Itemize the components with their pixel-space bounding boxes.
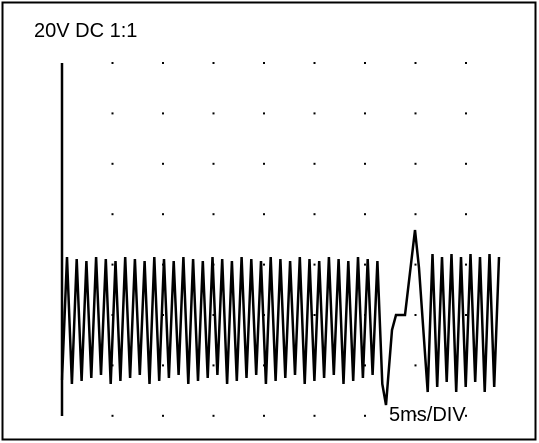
grid-dot	[414, 364, 417, 367]
grid-dot	[263, 414, 265, 417]
range-label: 20V DC 1:1	[34, 20, 137, 42]
grid-dot	[364, 62, 366, 64]
grid-dot	[162, 112, 164, 115]
grid-dot	[465, 112, 467, 115]
grid-dot	[364, 364, 366, 367]
grid-dot	[465, 263, 467, 266]
grid-dot	[313, 213, 316, 216]
grid-dot	[111, 414, 114, 417]
grid-dot	[263, 263, 265, 266]
grid-dot	[364, 112, 366, 115]
grid-dot	[111, 62, 114, 64]
grid-dot	[162, 364, 164, 367]
grid-dot	[162, 162, 164, 165]
grid-dot	[414, 263, 417, 266]
grid-dot	[212, 162, 215, 165]
grid-dot	[465, 213, 467, 216]
grid-dot	[263, 62, 265, 64]
waveform-trace	[60, 229, 501, 406]
grid-dot	[364, 213, 366, 216]
grid-dot	[364, 162, 366, 165]
grid-dot	[212, 414, 215, 417]
grid-dot	[414, 162, 417, 165]
grid-dot	[162, 213, 164, 216]
grid-dot	[313, 112, 316, 115]
grid-dot	[313, 263, 316, 266]
grid-dot	[465, 314, 467, 316]
grid-dot	[414, 213, 417, 216]
grid-dot	[414, 112, 417, 115]
grid-dot	[212, 364, 215, 367]
grid-dot	[465, 162, 467, 165]
grid-dot	[313, 414, 316, 417]
grid-dot	[414, 414, 417, 417]
grid-dot	[313, 314, 316, 316]
grid-dot	[364, 263, 366, 266]
grid-dot	[364, 414, 366, 417]
grid-dot	[111, 213, 114, 216]
grid-dot	[465, 62, 467, 64]
grid-dot	[414, 62, 417, 64]
grid-dot	[212, 213, 215, 216]
grid-dot	[111, 112, 114, 115]
timebase-label: 5ms/DIV	[389, 404, 466, 426]
grid-dot	[263, 112, 265, 115]
grid-dot	[263, 213, 265, 216]
grid-dot	[414, 314, 417, 316]
grid-dot	[111, 263, 114, 266]
grid-dot	[162, 62, 164, 64]
grid-dot	[162, 414, 164, 417]
grid-dot	[465, 414, 467, 417]
grid-dot	[313, 162, 316, 165]
grid-dot	[212, 62, 215, 64]
grid-dot	[263, 162, 265, 165]
grid-dot	[313, 62, 316, 64]
grid-dot	[212, 112, 215, 115]
grid-dot	[111, 162, 114, 165]
grid-dot	[212, 314, 215, 316]
